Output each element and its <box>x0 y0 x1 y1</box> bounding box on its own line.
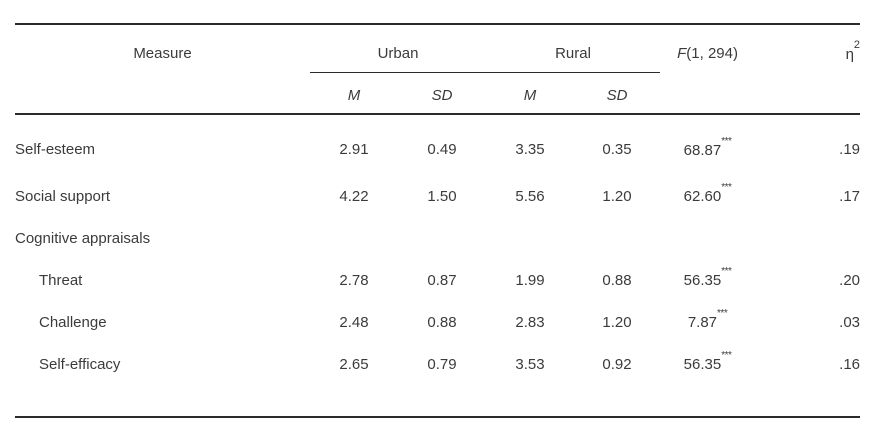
f-symbol: F <box>677 45 687 62</box>
table-row-challenge: Challenge 2.48 0.88 2.83 1.20 7.87*** .0… <box>15 301 860 343</box>
col-header-eta-squared: η2 <box>755 24 860 72</box>
significance-asterisks: *** <box>721 350 732 361</box>
anova-results-table: Measure Urban Rural F(1, 294) η2 M SD M … <box>15 23 861 418</box>
header-row-statistics: M SD M SD <box>15 72 861 115</box>
significance-asterisks: *** <box>721 182 732 193</box>
eta-exponent: 2 <box>853 39 861 51</box>
header-row-groups: Measure Urban Rural F(1, 294) η2 <box>15 24 860 73</box>
rural-sd-cell: 1.20 <box>602 313 632 331</box>
eta-squared-cell: .19 <box>839 141 861 158</box>
empty-header-cell <box>15 72 310 115</box>
rural-mean-cell: 3.53 <box>515 355 545 373</box>
table-row-self-esteem: Self-esteem 2.91 0.49 3.35 0.35 68.87***… <box>15 114 860 175</box>
f-value-cell: 7.87*** <box>660 301 755 343</box>
eta-squared-cell <box>755 217 860 259</box>
table-bottom-spacer <box>15 385 860 417</box>
f-value-cell: 56.35*** <box>660 343 755 385</box>
urban-sd-cell: 1.50 <box>427 187 457 205</box>
table-row-cognitive-appraisals: Cognitive appraisals <box>15 217 860 259</box>
col-header-rural-group: Rural <box>486 24 661 73</box>
urban-mean-cell: 2.48 <box>339 313 369 331</box>
f-value: 7.87 <box>687 314 718 331</box>
urban-sd-cell: 0.49 <box>427 141 457 158</box>
measure-group-label: Cognitive appraisals <box>15 229 151 247</box>
measure-label: Self-esteem <box>15 141 96 158</box>
table-row-self-efficacy: Self-efficacy 2.65 0.79 3.53 0.92 56.35*… <box>15 343 860 385</box>
measure-label: Self-efficacy <box>39 355 121 373</box>
urban-mean-cell: 2.91 <box>339 141 369 158</box>
f-value: 68.87 <box>683 141 722 159</box>
table-container: Measure Urban Rural F(1, 294) η2 M SD M … <box>15 23 861 418</box>
significance-asterisks: *** <box>717 308 728 319</box>
eta-squared-cell: .17 <box>839 187 861 205</box>
urban-sd-cell: 0.87 <box>427 271 457 289</box>
urban-mean-cell <box>310 217 398 259</box>
table-row-threat: Threat 2.78 0.87 1.99 0.88 56.35*** .20 <box>15 259 860 301</box>
eta-symbol: η <box>845 46 854 63</box>
eta-squared-cell: .03 <box>839 313 861 331</box>
measure-label: Challenge <box>39 313 107 331</box>
empty-header-cell <box>660 72 756 115</box>
rural-mean-cell <box>486 217 574 259</box>
significance-asterisks: *** <box>721 266 732 277</box>
f-value-cell <box>660 217 755 259</box>
table-body: Self-esteem 2.91 0.49 3.35 0.35 68.87***… <box>15 114 860 417</box>
subcol-header-rural-sd: SD <box>574 72 661 115</box>
urban-sd-cell: 0.88 <box>427 313 457 331</box>
empty-header-cell <box>755 72 861 115</box>
table-row-social-support: Social support 4.22 1.50 5.56 1.20 62.60… <box>15 175 860 217</box>
col-header-measure: Measure <box>133 45 192 62</box>
measure-label: Social support <box>15 187 111 205</box>
rural-sd-cell: 0.92 <box>602 355 632 373</box>
col-header-urban-group: Urban <box>310 24 487 73</box>
urban-mean-cell: 2.65 <box>339 355 369 373</box>
urban-mean-cell: 4.22 <box>339 187 369 205</box>
subcol-header-urban-sd: SD <box>398 72 487 115</box>
table-header: Measure Urban Rural F(1, 294) η2 M SD M … <box>15 24 861 115</box>
eta-squared-cell: .16 <box>839 355 861 373</box>
measure-label: Threat <box>39 271 83 289</box>
f-value-cell: 56.35*** <box>660 259 755 301</box>
f-value: 62.60 <box>683 188 722 205</box>
f-value-cell: 68.87*** <box>660 114 755 175</box>
rural-mean-cell: 2.83 <box>515 313 545 331</box>
rural-mean-cell: 1.99 <box>515 271 545 289</box>
urban-sd-cell: 0.79 <box>427 355 457 373</box>
f-value: 56.35 <box>683 272 722 289</box>
subcol-header-urban-mean: M <box>310 72 398 115</box>
f-value-cell: 62.60*** <box>660 175 755 217</box>
f-value: 56.35 <box>683 356 722 373</box>
rural-mean-cell: 5.56 <box>515 187 545 205</box>
rural-sd-cell: 1.20 <box>602 187 632 205</box>
significance-asterisks: *** <box>721 135 732 147</box>
eta-squared-cell: .20 <box>839 271 861 289</box>
rural-mean-cell: 3.35 <box>515 141 545 158</box>
urban-mean-cell: 2.78 <box>339 271 369 289</box>
rural-sd-cell: 0.35 <box>602 141 632 158</box>
col-header-f-statistic: F(1, 294) <box>660 24 755 72</box>
rural-sd-cell: 0.88 <box>602 271 632 289</box>
f-degrees-of-freedom: (1, 294) <box>686 45 738 62</box>
rural-sd-cell <box>574 217 660 259</box>
urban-sd-cell <box>398 217 486 259</box>
subcol-header-rural-mean: M <box>486 72 575 115</box>
